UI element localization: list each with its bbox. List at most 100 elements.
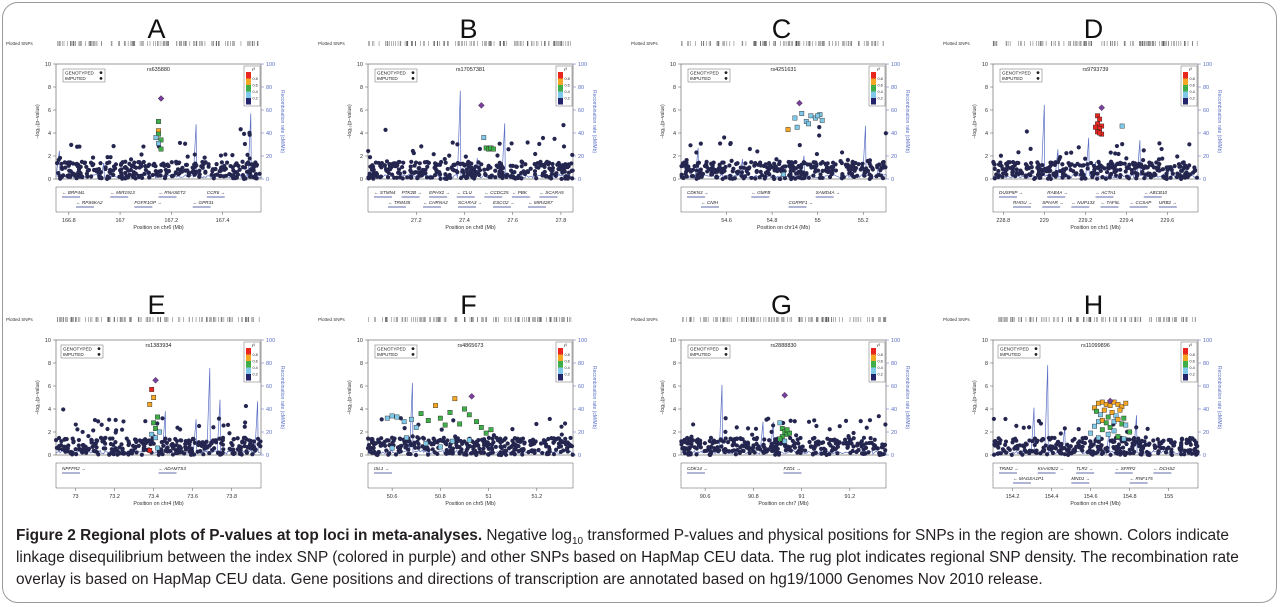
snp-point [682,449,687,454]
ld-snp-point [1103,420,1109,426]
y2-tick-label: 40 [1203,407,1209,413]
snp-point [1159,441,1164,446]
x-tick-label: 229.2 [1078,218,1092,224]
snp-point [108,155,113,160]
r2-tick-label: 0.4 [565,366,570,370]
snp-point [1118,167,1123,172]
snp-point [1103,176,1109,181]
snp-point [543,442,549,447]
ld-snp-point [384,415,390,421]
y2-tick-label: 0 [1203,177,1206,183]
snp-point [1195,451,1200,456]
x-tick-label: 27.6 [507,218,518,224]
ld-snp-point [794,124,800,130]
y-tick-label: 0 [360,177,363,183]
snp-point [838,159,843,164]
snp-point [570,176,575,181]
snp-point [558,449,563,455]
snp-point [202,155,207,160]
snp-point [1049,162,1054,168]
snp-point [1170,171,1175,176]
snp-point [799,448,804,453]
snp-point [369,436,374,442]
y-tick-label: 6 [360,384,363,390]
x-axis-label: Position on chr4 (Mb) [133,501,184,507]
snp-point [245,152,250,157]
snp-point [1141,148,1146,153]
snp-point [549,436,554,441]
snp-point [96,419,101,424]
snp-point [1116,151,1121,157]
snp-point [750,448,756,454]
gene-label: TRIM2 → [999,466,1019,471]
snp-point [1161,438,1166,443]
ld-snp-point [806,121,811,127]
snp-point [502,444,507,449]
y2-tick-label: 20 [1203,154,1209,160]
snp-point [790,438,795,444]
snp-point [203,445,208,450]
snp-point [71,440,76,445]
y-tick-label: 4 [985,131,988,137]
snp-point [830,165,836,170]
snp-point [1016,160,1021,166]
x-tick-label: 228.8 [996,218,1010,224]
snp-point [1092,167,1097,172]
snp-point [1036,170,1041,176]
r2-color-step [246,78,251,85]
snp-point [1052,435,1057,441]
snp-point [1091,163,1096,169]
snp-point [991,452,997,457]
snp-point [481,446,486,451]
snp-point [1151,173,1156,178]
y-tick-label: 10 [45,338,51,344]
snp-point [1172,164,1177,169]
snp-point [88,160,94,165]
snp-point [482,167,487,172]
snp-point [99,175,104,180]
snp-point [708,435,714,440]
gene-label: ← DCHS2 [1153,466,1175,471]
snp-point [112,448,117,453]
ld-snp-point [401,419,407,425]
legend-genotyped: GENOTYPED [65,70,95,75]
snp-point [105,426,110,432]
snp-point [1136,441,1141,446]
snp-point [400,176,405,181]
y-tick-label: 6 [985,108,988,114]
rug-label: Plotted SNPs [6,317,34,322]
snp-point [1120,445,1126,450]
snp-point [219,167,224,172]
snp-point [568,435,573,441]
r2-legend-title: r² [252,343,256,348]
y-tick-label: 0 [673,177,676,183]
snp-point [540,135,546,141]
snp-point [773,452,778,457]
r2-color-step [246,354,251,361]
r2-color-step [1183,91,1188,98]
snp-point [865,158,870,164]
snp-point [405,175,410,180]
snp-point [99,422,104,427]
y-tick-label: 10 [670,62,676,68]
snp-point [1074,444,1079,449]
panel-letter: E [147,290,165,320]
snp-point [1169,447,1174,452]
snp-point [810,436,816,441]
snp-point [761,163,766,169]
y2-axis-label: Recombination rate (cM/Mb) [904,90,910,153]
snp-point [554,436,559,442]
snp-point [1013,436,1018,441]
snp-point [707,167,712,172]
snp-point [547,416,552,422]
snp-point [1062,426,1067,431]
y2-tick-label: 80 [266,361,272,367]
y2-tick-label: 40 [891,407,897,413]
legend-marker [99,71,103,74]
snp-point [379,417,384,422]
snp-point [497,141,502,146]
snp-point [723,416,728,421]
y-tick-label: 2 [985,430,988,436]
y2-tick-label: 0 [578,177,581,183]
snp-point [213,166,218,172]
